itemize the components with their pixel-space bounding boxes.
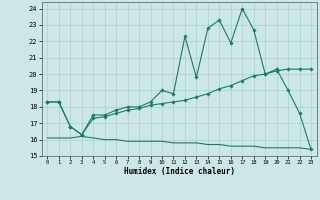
X-axis label: Humidex (Indice chaleur): Humidex (Indice chaleur) — [124, 167, 235, 176]
